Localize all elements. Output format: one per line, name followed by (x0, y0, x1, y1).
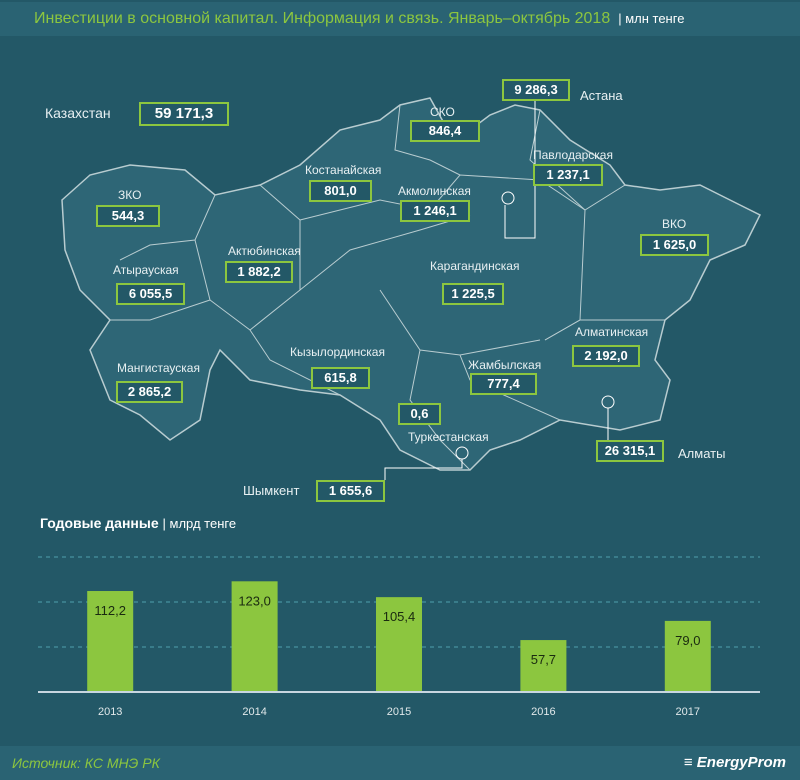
label-zko: ЗКО (118, 188, 142, 202)
x-tick-label: 2015 (387, 706, 411, 718)
x-tick-label: 2016 (531, 706, 555, 718)
label-akmola: Акмолинская (398, 184, 471, 198)
label-astana: Астана (580, 88, 623, 103)
label-turkestan: Туркестанская (408, 430, 489, 444)
kazakhstan-map (61, 97, 762, 480)
source-text: Источник: КС МНЭ РК (12, 755, 160, 771)
footer: Источник: КС МНЭ РК ≡ EnergyProm (0, 746, 800, 780)
annual-bar-chart: 112,2 2013 123,0 2014 105,4 2015 57,7 2016 79,0 2… (38, 556, 760, 718)
value-almaty-region: 2 192,0 (572, 345, 640, 367)
total-label: Казахстан (45, 105, 111, 121)
value-akmola: 1 246,1 (400, 200, 470, 222)
logo-text: EnergyProm (696, 754, 786, 771)
label-mangistau: Мангистауская (117, 361, 200, 375)
x-tick-label: 2014 (242, 706, 266, 718)
value-karaganda: 1 225,5 (442, 283, 504, 305)
value-turkestan: 0,6 (398, 403, 441, 425)
header: Инвестиции в основной капитал. Информаци… (0, 2, 800, 36)
unit-label: | млн тенге (618, 11, 685, 26)
label-aktobe: Актюбинская (228, 244, 301, 258)
annual-unit: | млрд тенге (162, 516, 237, 531)
bar (664, 620, 711, 692)
value-mangistau: 2 865,2 (116, 381, 183, 403)
x-tick-label: 2017 (676, 706, 700, 718)
value-zhambyl: 777,4 (470, 373, 537, 395)
logo-icon: ≡ (683, 754, 697, 771)
value-atyrau: 6 055,5 (116, 283, 185, 305)
value-shymkent: 1 655,6 (316, 480, 385, 502)
label-kostanay: Костанайская (305, 163, 382, 177)
value-vko: 1 625,0 (640, 234, 709, 256)
label-karaganda: Карагандинская (430, 259, 520, 273)
bar (87, 591, 134, 692)
value-astana: 9 286,3 (502, 79, 570, 101)
energyprom-logo: ≡ EnergyProm (684, 754, 786, 771)
data-label: 105,4 (383, 609, 416, 624)
annual-title-text: Годовые данные (40, 515, 159, 531)
label-atyrau: Атырауская (113, 263, 179, 277)
value-kyzylorda: 615,8 (311, 367, 370, 389)
label-almaty: Алматы (678, 446, 726, 461)
country-outline (61, 97, 762, 471)
value-kostanay: 801,0 (309, 180, 372, 202)
label-vko: ВКО (662, 217, 687, 231)
data-label: 123,0 (238, 593, 271, 608)
data-label: 112,2 (94, 603, 126, 618)
label-sko: СКО (430, 105, 455, 119)
label-pavlodar: Павлодарская (533, 148, 613, 162)
value-zko: 544,3 (96, 205, 160, 227)
annual-title: Годовые данные | млрд тенге (40, 515, 236, 531)
total-value: 59 171,3 (139, 102, 229, 126)
data-label: 79,0 (675, 633, 700, 648)
value-pavlodar: 1 237,1 (533, 164, 603, 186)
label-shymkent: Шымкент (243, 483, 300, 498)
value-sko: 846,4 (410, 120, 480, 142)
bar (231, 581, 278, 692)
data-label: 57,7 (531, 652, 556, 667)
page-title: Инвестиции в основной капитал. Информаци… (34, 10, 611, 27)
bar (520, 640, 567, 692)
label-almaty-region: Алматинская (575, 325, 649, 339)
value-almaty: 26 315,1 (596, 440, 664, 462)
label-kyzylorda: Кызылординская (290, 345, 385, 359)
x-tick-label: 2013 (98, 706, 122, 718)
leader-lines (384, 100, 615, 480)
bar (376, 597, 422, 692)
label-zhambyl: Жамбылская (468, 358, 542, 372)
value-aktobe: 1 882,2 (225, 261, 293, 283)
